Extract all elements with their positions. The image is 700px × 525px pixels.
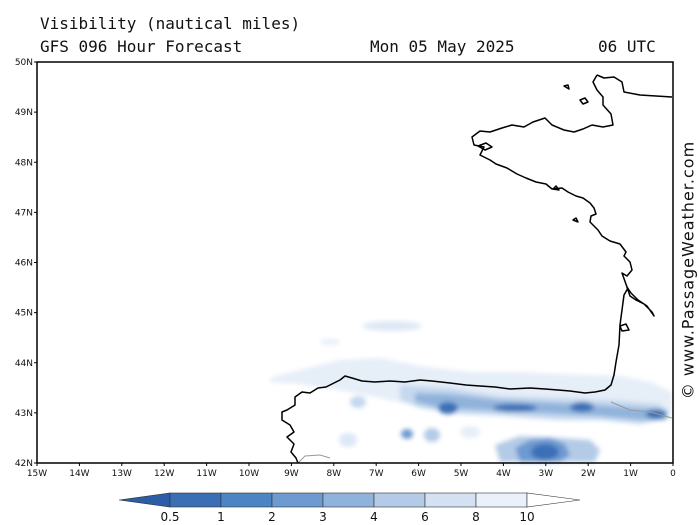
lon-tick-label: 5W xyxy=(454,469,469,479)
colorbar-label: 8 xyxy=(472,510,480,524)
lat-tick-label: 50N xyxy=(15,58,33,68)
colorbar-swatch xyxy=(271,492,324,508)
vis-patch-a xyxy=(350,396,366,408)
border-spain-portugal xyxy=(297,454,331,464)
vis-core-3 xyxy=(570,402,594,412)
vis-band-3nm xyxy=(415,393,668,420)
colorbar-min-arrow xyxy=(118,492,171,508)
colorbar-max-arrow xyxy=(526,492,581,508)
vis-core-1 xyxy=(438,402,458,414)
lon-tick-label: 2W xyxy=(581,469,596,479)
island-guernsey xyxy=(563,84,570,90)
lat-tick-label: 43N xyxy=(15,409,33,419)
vis-patch-b xyxy=(424,428,440,442)
lat-tick-label: 45N xyxy=(15,309,33,319)
colorbar-label: 1 xyxy=(217,510,225,524)
lon-tick-label: 8W xyxy=(326,469,341,479)
coastline-gironde xyxy=(626,286,655,317)
colorbar-swatch xyxy=(322,492,375,508)
colorbar-label: 3 xyxy=(319,510,327,524)
colorbar-label: 10 xyxy=(519,510,534,524)
lat-tick-label: 44N xyxy=(15,359,33,369)
island-noirmoutier xyxy=(572,217,579,223)
lon-tick-label: 13W xyxy=(112,469,132,479)
vis-core-2 xyxy=(493,404,537,412)
island-jersey xyxy=(579,97,589,105)
map-area xyxy=(37,62,673,464)
coastline-channel xyxy=(596,74,673,98)
lon-tick-label: 0 xyxy=(670,469,676,479)
lon-tick-label: 15W xyxy=(27,469,47,479)
vis-patch-small xyxy=(320,339,340,345)
latitude-axis: 42N 43N 44N 45N 46N 47N 48N 49N 50N xyxy=(15,58,37,469)
coastline-iberia-north xyxy=(281,287,629,464)
colorbar-swatch xyxy=(424,492,477,508)
colorbar-label: 2 xyxy=(268,510,276,524)
vis-core-5 xyxy=(531,444,559,460)
lon-tick-label: 7W xyxy=(369,469,384,479)
island-belle-ile xyxy=(552,185,560,191)
colorbar-label: 0.5 xyxy=(160,510,179,524)
colorbar-label: 6 xyxy=(421,510,429,524)
forecast-time: 06 UTC xyxy=(598,37,656,56)
lat-tick-label: 48N xyxy=(15,158,33,168)
visibility-colorbar: 0.5 1 2 3 4 6 8 10 xyxy=(118,492,581,524)
lon-tick-label: 9W xyxy=(284,469,299,479)
colorbar-swatch xyxy=(373,492,426,508)
longitude-axis: 15W 14W 13W 12W 11W 10W 9W 8W 7W 6W 5W 4W 3W 2W 1W 0 xyxy=(27,463,676,479)
colorbar-swatch xyxy=(169,492,222,508)
colorbar-label: 4 xyxy=(370,510,378,524)
lon-tick-label: 6W xyxy=(411,469,426,479)
vis-patch-c xyxy=(339,433,357,447)
lon-tick-label: 14W xyxy=(69,469,89,479)
lat-tick-label: 42N xyxy=(15,459,33,469)
forecast-label: GFS 096 Hour Forecast xyxy=(40,37,243,56)
coastline xyxy=(281,74,673,464)
lat-tick-label: 49N xyxy=(15,108,33,118)
lon-tick-label: 11W xyxy=(196,469,216,479)
lon-tick-label: 3W xyxy=(538,469,553,479)
forecast-date: Mon 05 May 2025 xyxy=(370,37,515,56)
country-borders xyxy=(297,401,673,464)
visibility-shading xyxy=(270,321,672,462)
lon-tick-label: 1W xyxy=(623,469,638,479)
coastline-brittany-biscay xyxy=(471,74,633,288)
lon-tick-label: 4W xyxy=(496,469,511,479)
lat-tick-label: 47N xyxy=(15,208,33,218)
vis-patch-offshore xyxy=(362,321,422,331)
lon-tick-label: 10W xyxy=(239,469,259,479)
map-title: Visibility (nautical miles) xyxy=(40,14,301,33)
vis-patch-e xyxy=(401,429,413,439)
island-ouessant xyxy=(477,142,493,151)
colorbar-swatch xyxy=(220,492,273,508)
lat-tick-label: 46N xyxy=(15,259,33,269)
vis-patch-d xyxy=(460,426,480,438)
colorbar-swatch xyxy=(475,492,528,508)
island-oleron xyxy=(619,323,630,332)
lon-tick-label: 12W xyxy=(154,469,174,479)
border-france-spain xyxy=(610,401,673,419)
